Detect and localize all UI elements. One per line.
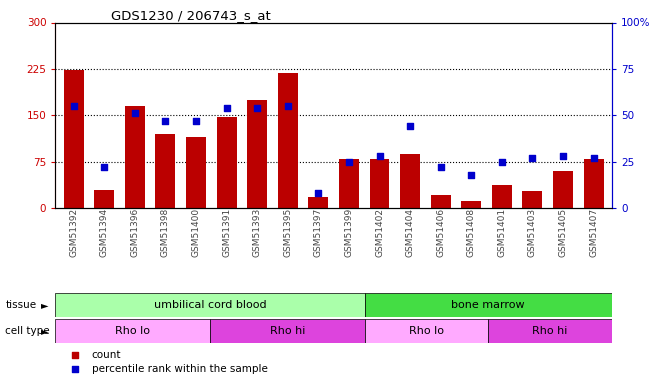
Bar <box>125 106 145 208</box>
Text: GSM51400: GSM51400 <box>191 208 201 257</box>
Text: bone marrow: bone marrow <box>451 300 525 310</box>
Bar <box>309 197 328 208</box>
Point <box>252 105 262 111</box>
Bar <box>400 154 420 208</box>
Text: GSM51399: GSM51399 <box>344 208 353 257</box>
Text: cell type: cell type <box>5 326 50 336</box>
Point <box>344 159 354 165</box>
Bar <box>584 159 603 208</box>
Text: ►: ► <box>41 300 49 310</box>
Text: GSM51397: GSM51397 <box>314 208 323 257</box>
Point <box>313 190 324 196</box>
Text: Rho lo: Rho lo <box>409 326 444 336</box>
Text: GSM51407: GSM51407 <box>589 208 598 257</box>
Point <box>405 123 415 129</box>
Text: ►: ► <box>41 326 49 336</box>
Text: GSM51392: GSM51392 <box>69 208 78 257</box>
Point <box>130 111 140 117</box>
Text: GSM51404: GSM51404 <box>406 208 415 257</box>
Point <box>70 352 80 358</box>
Text: Rho hi: Rho hi <box>533 326 568 336</box>
Text: tissue: tissue <box>5 300 36 310</box>
Bar <box>55 292 365 317</box>
Point <box>191 118 201 124</box>
Point <box>466 172 477 178</box>
Point <box>436 164 446 170</box>
Text: GSM51401: GSM51401 <box>497 208 506 257</box>
Text: GSM51408: GSM51408 <box>467 208 476 257</box>
Bar <box>523 191 542 208</box>
Point <box>589 155 599 161</box>
Bar <box>339 159 359 208</box>
Bar <box>462 201 481 208</box>
Bar <box>553 171 573 208</box>
Bar <box>365 319 488 343</box>
Text: GSM51396: GSM51396 <box>130 208 139 257</box>
Bar <box>431 195 450 208</box>
Point <box>527 155 538 161</box>
Text: percentile rank within the sample: percentile rank within the sample <box>92 364 268 374</box>
Bar <box>492 184 512 208</box>
Text: GSM51391: GSM51391 <box>222 208 231 257</box>
Bar <box>64 69 83 208</box>
Bar <box>488 319 612 343</box>
Point <box>68 103 79 109</box>
Point <box>374 153 385 159</box>
Text: GSM51406: GSM51406 <box>436 208 445 257</box>
Bar <box>210 319 365 343</box>
Bar <box>156 134 175 208</box>
Point <box>99 164 109 170</box>
Text: GSM51394: GSM51394 <box>100 208 109 257</box>
Bar <box>365 292 612 317</box>
Text: Rho hi: Rho hi <box>270 326 305 336</box>
Bar <box>55 319 210 343</box>
Bar <box>217 117 236 208</box>
Text: GSM51402: GSM51402 <box>375 208 384 257</box>
Text: GSM51398: GSM51398 <box>161 208 170 257</box>
Point <box>221 105 232 111</box>
Point <box>558 153 568 159</box>
Text: GSM51393: GSM51393 <box>253 208 262 257</box>
Text: GSM51405: GSM51405 <box>559 208 568 257</box>
Text: GSM51403: GSM51403 <box>528 208 537 257</box>
Text: umbilical cord blood: umbilical cord blood <box>154 300 266 310</box>
Point <box>497 159 507 165</box>
Text: Rho lo: Rho lo <box>115 326 150 336</box>
Point <box>283 103 293 109</box>
Point <box>70 366 80 372</box>
Text: GSM51395: GSM51395 <box>283 208 292 257</box>
Point <box>160 118 171 124</box>
Bar <box>186 137 206 208</box>
Bar <box>370 159 389 208</box>
Bar <box>278 73 298 208</box>
Bar <box>94 190 114 208</box>
Bar <box>247 100 267 208</box>
Text: GDS1230 / 206743_s_at: GDS1230 / 206743_s_at <box>111 9 270 22</box>
Text: count: count <box>92 350 121 360</box>
